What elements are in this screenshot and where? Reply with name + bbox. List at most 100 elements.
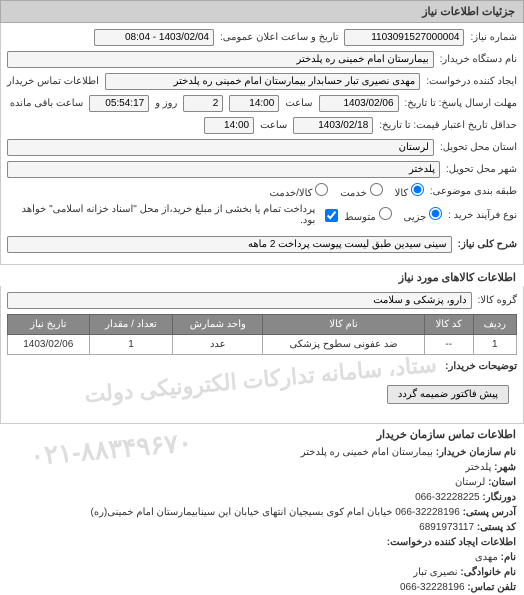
th-index: ردیف <box>473 315 516 335</box>
main-form: شماره نیاز: تاریخ و ساعت اعلان عمومی: نا… <box>0 23 524 265</box>
table-row: 1 -- ضد عفونی سطوح پزشکی عدد 1 1403/02/0… <box>8 335 517 355</box>
radio-service-label[interactable]: خدمت <box>340 183 382 199</box>
label-process: نوع فرآیند خرید : <box>448 210 517 221</box>
description-input[interactable] <box>7 236 452 253</box>
contact-label-3: دورنگار: <box>482 492 516 503</box>
radio-goods[interactable] <box>411 183 424 196</box>
radio-service-text: خدمت <box>340 188 367 199</box>
city-input[interactable] <box>7 161 440 178</box>
contact-value-2: لرستان <box>455 477 485 488</box>
contact-value-0: بیمارستان امام خمینی ره پلدختر <box>301 447 433 458</box>
label-buyer-notes: توضیحات خریدار: <box>445 361 517 372</box>
buyer-org-input[interactable] <box>7 51 434 68</box>
contact-value-3: 32228225-066 <box>415 492 480 503</box>
page-title: جزئیات اطلاعات نیاز <box>0 0 524 23</box>
radio-partial-label[interactable]: جزیی <box>404 207 443 223</box>
public-date-input[interactable] <box>94 29 214 46</box>
contact-label-8: نام خانوادگی: <box>460 567 516 578</box>
label-deadline: مهلت ارسال پاسخ: تا تاریخ: <box>405 98 517 109</box>
contact-value-4: 32228196-066 خیابان امام کوی بسیجیان انت… <box>91 507 460 518</box>
contact-line: کد پستی: 6891973117 <box>0 520 524 535</box>
validity-date-input[interactable] <box>293 117 373 134</box>
radio-medium-label[interactable]: متوسط <box>344 207 391 223</box>
label-description: شرح کلی نیاز: <box>458 239 517 250</box>
th-qty: تعداد / مقدار <box>89 315 173 335</box>
validity-time-input[interactable] <box>204 117 254 134</box>
label-creator: ایجاد کننده درخواست: <box>426 76 517 87</box>
days-input[interactable] <box>183 95 223 112</box>
contact-line: نام سازمان خریدار: بیمارستان امام خمینی … <box>0 445 524 460</box>
label-buyer-org: نام دستگاه خریدار: <box>440 54 517 65</box>
radio-medium-text: متوسط <box>344 212 375 223</box>
category-radio-group: کالا خدمت کالا/خدمت <box>270 183 424 199</box>
contact-label-4: آدرس پستی: <box>463 507 516 518</box>
cell-code: -- <box>424 335 473 355</box>
label-buyer-contact: اطلاعات تماس خریدار <box>7 76 99 87</box>
contact-label-9: تلفن تماس: <box>467 582 516 593</box>
radio-partial[interactable] <box>429 207 442 220</box>
goods-group-input[interactable] <box>7 292 472 309</box>
radio-goods-text: کالا <box>395 188 409 199</box>
need-number-input[interactable] <box>344 29 464 46</box>
label-remaining: ساعت باقی مانده <box>10 98 83 109</box>
radio-both[interactable] <box>315 183 328 196</box>
th-code: کد کالا <box>424 315 473 335</box>
contact-line: نام خانوادگی: نصیری تبار <box>0 565 524 580</box>
goods-section: گروه کالا: ردیف کد کالا نام کالا واحد شم… <box>0 286 524 424</box>
cell-index: 1 <box>473 335 516 355</box>
contact-line: آدرس پستی: 32228196-066 خیابان امام کوی … <box>0 505 524 520</box>
radio-goods-label[interactable]: کالا <box>395 183 424 199</box>
contact-value-8: نصیری تبار <box>413 567 457 578</box>
contact-info: نام سازمان خریدار: بیمارستان امام خمینی … <box>0 445 524 595</box>
invoice-button[interactable]: پیش فاکتور ضمیمه گردد <box>387 385 509 404</box>
contact-value-1: پلدختر <box>465 462 491 473</box>
treasury-checkbox[interactable] <box>325 209 338 222</box>
contact-label-2: استان: <box>488 477 516 488</box>
label-deadline-time: ساعت <box>285 98 312 109</box>
contact-label-0: نام سازمان خریدار: <box>436 447 516 458</box>
deadline-time-input[interactable] <box>229 95 279 112</box>
label-public-date: تاریخ و ساعت اعلان عمومی: <box>220 32 339 43</box>
creator-input[interactable] <box>105 73 420 90</box>
radio-partial-text: جزیی <box>404 212 427 223</box>
th-name: نام کالا <box>263 315 425 335</box>
label-validity: حداقل تاریخ اعتبار قیمت: تا تاریخ: <box>379 120 517 131</box>
contact-line: دورنگار: 32228225-066 <box>0 490 524 505</box>
treasury-note: پرداخت تمام یا بخشی از مبلغ خرید،از محل … <box>7 204 319 226</box>
cell-name: ضد عفونی سطوح پزشکی <box>263 335 425 355</box>
radio-both-text: کالا/خدمت <box>270 188 313 199</box>
contact-value-7: مهدی <box>475 552 498 563</box>
deadline-date-input[interactable] <box>319 95 399 112</box>
contact-label-1: شهر: <box>494 462 516 473</box>
contact-section-header: اطلاعات تماس سازمان خریدار <box>0 424 524 445</box>
contact-line: شهر: پلدختر <box>0 460 524 475</box>
contact-line: نام: مهدی <box>0 550 524 565</box>
label-days: روز و <box>155 98 177 109</box>
label-validity-time: ساعت <box>260 120 287 131</box>
label-city: شهر محل تحویل: <box>446 164 517 175</box>
contact-value-9: 32228196-066 <box>400 582 465 593</box>
radio-both-label[interactable]: کالا/خدمت <box>270 183 329 199</box>
cell-unit: عدد <box>173 335 263 355</box>
cell-date: 1403/02/06 <box>8 335 90 355</box>
label-goods-group: گروه کالا: <box>478 295 517 306</box>
cell-qty: 1 <box>89 335 173 355</box>
contact-label-5: کد پستی: <box>477 522 516 533</box>
radio-service[interactable] <box>370 183 383 196</box>
contact-line: اطلاعات ایجاد کننده درخواست: <box>0 535 524 550</box>
radio-medium[interactable] <box>379 207 392 220</box>
contact-line: استان: لرستان <box>0 475 524 490</box>
label-province: استان محل تحویل: <box>440 142 517 153</box>
label-category: طبقه بندی موضوعی: <box>430 186 517 197</box>
th-unit: واحد شمارش <box>173 315 263 335</box>
table-header-row: ردیف کد کالا نام کالا واحد شمارش تعداد /… <box>8 315 517 335</box>
process-radio-group: جزیی متوسط <box>344 207 442 223</box>
remaining-input[interactable] <box>89 95 149 112</box>
contact-label-6: اطلاعات ایجاد کننده درخواست: <box>387 537 516 548</box>
label-need-number: شماره نیاز: <box>470 32 517 43</box>
province-input[interactable] <box>7 139 434 156</box>
contact-line: تلفن تماس: 32228196-066 <box>0 580 524 595</box>
th-date: تاریخ نیاز <box>8 315 90 335</box>
goods-section-header: اطلاعات کالاهای مورد نیاز <box>0 265 524 286</box>
contact-value-5: 6891973117 <box>419 522 474 533</box>
